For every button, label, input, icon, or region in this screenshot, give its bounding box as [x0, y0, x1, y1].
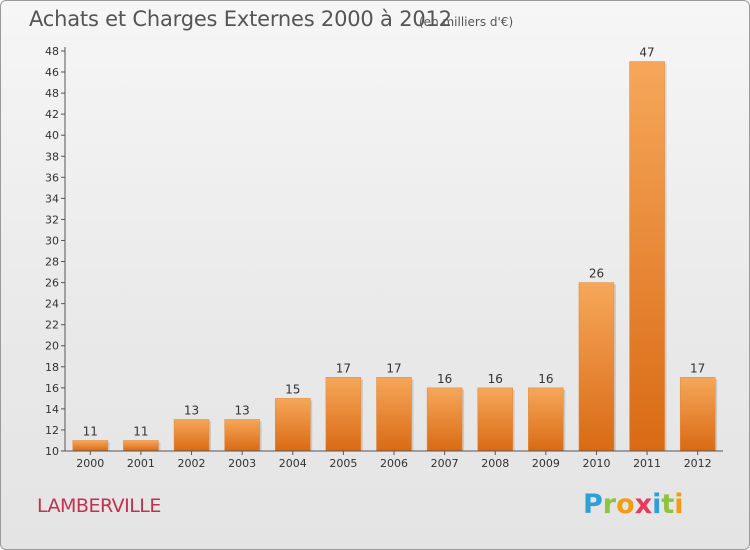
y-tick-label: 46: [45, 66, 59, 79]
proxiti-logo: Proxiti: [583, 489, 684, 521]
x-tick-label: 2003: [228, 457, 256, 470]
y-tick-label: 32: [45, 213, 59, 226]
bar-value-label: 13: [184, 403, 199, 417]
bar: [528, 387, 564, 452]
y-tick-label: 40: [45, 129, 59, 142]
x-tick-label: 2009: [532, 457, 560, 470]
bar-value-label: 15: [285, 382, 300, 396]
y-tick-label: 42: [45, 108, 59, 121]
y-tick-label: 28: [45, 256, 59, 269]
y-tick-label: 26: [45, 277, 59, 290]
bar-value-label: 17: [336, 361, 351, 375]
x-tick-label: 2012: [684, 457, 712, 470]
y-tick-label: 24: [45, 298, 59, 311]
x-tick-label: 2004: [279, 457, 307, 470]
bar-value-label: 16: [538, 372, 553, 386]
y-axis: 10 12 14 16 18 20 22 24 26 28 30 32 34 36 38 40 42 48 46 48: [45, 45, 66, 458]
x-tick-label: 2001: [127, 457, 155, 470]
place-name: LAMBERVILLE: [37, 495, 161, 517]
x-tick-label: 2006: [380, 457, 408, 470]
x-tick-label: 2005: [329, 457, 357, 470]
logo-letter: i: [674, 489, 684, 520]
logo-letter: x: [634, 489, 653, 520]
bar-value-label: 26: [589, 267, 604, 281]
y-tick-label: 30: [45, 234, 59, 247]
x-tick-label: 2007: [431, 457, 459, 470]
bar: [275, 398, 311, 452]
bar-value-label: 17: [386, 361, 401, 375]
bar-value-label: 13: [235, 403, 250, 417]
x-axis: 2000 2001 2002 2003 2004 2005 2006 2007 2008 2009…: [65, 450, 723, 470]
y-tick-label: 36: [45, 171, 59, 184]
bar: [72, 440, 109, 452]
y-tick-label: 12: [45, 424, 59, 437]
logo-letter: r: [602, 489, 617, 520]
x-tick-label: 2000: [76, 457, 104, 470]
bar-value-label: 11: [83, 424, 98, 438]
bar: [376, 377, 412, 452]
bar-value-label: 16: [488, 372, 503, 386]
bar: [173, 419, 210, 452]
bar-value-label: 47: [639, 46, 654, 60]
y-tick-label: 20: [45, 340, 59, 353]
bar: [325, 377, 362, 452]
y-tick-label: 16: [45, 382, 59, 395]
bar: [426, 387, 463, 452]
y-tick-label: 22: [45, 319, 59, 332]
x-tick-label: 2011: [633, 457, 661, 470]
y-tick-label: 38: [45, 150, 59, 163]
bars: 11 11 13 13 15 17 17 16 16 16 26 47 17: [72, 46, 718, 452]
y-tick-label: 48: [45, 45, 59, 58]
y-tick-label: 10: [45, 445, 59, 458]
bar: [123, 440, 159, 452]
bar: [578, 282, 615, 452]
logo-letter: o: [616, 489, 635, 520]
chart-subtitle: (en milliers d'€): [419, 15, 514, 29]
x-tick-label: 2002: [178, 457, 206, 470]
y-tick-label: 34: [45, 192, 59, 205]
y-tick-label: 48: [45, 87, 59, 100]
x-tick-label: 2008: [481, 457, 509, 470]
bar-value-label: 17: [690, 361, 705, 375]
bar-value-label: 16: [437, 372, 452, 386]
logo-letter: t: [661, 489, 675, 520]
logo-letter: P: [583, 489, 603, 520]
bar: [477, 387, 513, 452]
x-tick-label: 2010: [582, 457, 610, 470]
bar: [679, 377, 716, 452]
y-tick-label: 14: [45, 403, 59, 416]
bar: [224, 419, 260, 452]
bar-value-label: 11: [133, 424, 148, 438]
chart-title: Achats et Charges Externes 2000 à 2012: [29, 7, 452, 31]
y-tick-label: 18: [45, 361, 59, 374]
logo-letter: i: [652, 489, 662, 520]
bar: [629, 61, 665, 452]
